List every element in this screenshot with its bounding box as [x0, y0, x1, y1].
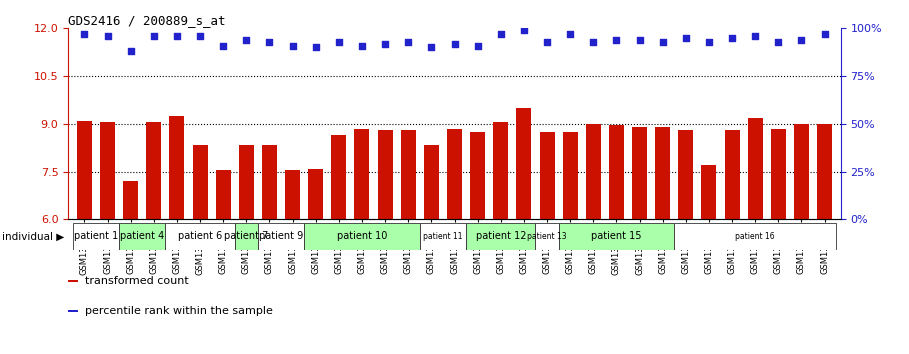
Bar [401, 130, 415, 219]
Point [586, 39, 601, 45]
Text: individual ▶: individual ▶ [2, 231, 64, 241]
Point [193, 33, 207, 39]
FancyBboxPatch shape [674, 223, 836, 250]
FancyBboxPatch shape [559, 223, 674, 250]
Text: patient 1: patient 1 [74, 231, 118, 241]
Bar [123, 181, 138, 219]
Text: patient 16: patient 16 [735, 232, 775, 241]
Point [516, 27, 531, 33]
Point [724, 35, 739, 41]
Point [540, 39, 554, 45]
Point [216, 43, 231, 48]
Text: patient 10: patient 10 [336, 231, 387, 241]
Point [817, 31, 832, 37]
Bar [215, 170, 231, 219]
Bar [748, 118, 763, 219]
FancyBboxPatch shape [305, 223, 420, 250]
Bar [355, 129, 369, 219]
Text: patient 4: patient 4 [120, 231, 165, 241]
Point [494, 31, 508, 37]
Bar [308, 169, 324, 219]
Bar [540, 132, 554, 219]
Bar [794, 124, 809, 219]
Bar [377, 130, 393, 219]
FancyBboxPatch shape [258, 223, 305, 250]
FancyBboxPatch shape [420, 223, 466, 250]
Bar [424, 144, 439, 219]
Bar [609, 126, 624, 219]
Text: patient 12: patient 12 [475, 231, 526, 241]
Text: patient 6: patient 6 [178, 231, 222, 241]
FancyBboxPatch shape [165, 223, 235, 250]
Point [633, 37, 647, 42]
Text: patient 13: patient 13 [527, 232, 567, 241]
Bar [585, 124, 601, 219]
Bar [655, 127, 670, 219]
Point [285, 43, 300, 48]
Point [124, 48, 138, 54]
Bar [146, 122, 161, 219]
Point [771, 39, 785, 45]
Text: transformed count: transformed count [85, 276, 188, 286]
Text: percentile rank within the sample: percentile rank within the sample [85, 306, 273, 316]
Point [678, 35, 693, 41]
Bar [169, 116, 185, 219]
Bar [68, 280, 77, 282]
Bar [724, 130, 740, 219]
Point [401, 39, 415, 45]
Text: patient 9: patient 9 [259, 231, 303, 241]
Point [262, 39, 276, 45]
Bar [100, 122, 115, 219]
FancyBboxPatch shape [235, 223, 258, 250]
Point [308, 45, 323, 50]
Point [748, 33, 763, 39]
Point [332, 39, 346, 45]
Bar [68, 310, 77, 312]
FancyBboxPatch shape [73, 223, 119, 250]
Text: patient 11: patient 11 [424, 232, 463, 241]
Bar [702, 165, 716, 219]
Bar [262, 144, 277, 219]
Bar [817, 124, 832, 219]
Point [655, 39, 670, 45]
Bar [494, 122, 508, 219]
Point [794, 37, 809, 42]
Point [609, 37, 624, 42]
Bar [331, 135, 346, 219]
FancyBboxPatch shape [535, 223, 559, 250]
Text: patient 15: patient 15 [591, 231, 642, 241]
Bar [239, 144, 254, 219]
Point [355, 43, 369, 48]
Point [378, 41, 393, 46]
Bar [632, 127, 647, 219]
Bar [447, 129, 462, 219]
FancyBboxPatch shape [119, 223, 165, 250]
Point [447, 41, 462, 46]
Bar [771, 129, 786, 219]
Text: GDS2416 / 200889_s_at: GDS2416 / 200889_s_at [68, 14, 225, 27]
Bar [470, 132, 485, 219]
Point [100, 33, 115, 39]
Point [563, 31, 577, 37]
Bar [285, 170, 300, 219]
Point [170, 33, 185, 39]
Point [425, 45, 439, 50]
FancyBboxPatch shape [466, 223, 535, 250]
Point [77, 31, 92, 37]
Bar [563, 132, 578, 219]
Point [470, 43, 484, 48]
Point [146, 33, 161, 39]
Bar [193, 144, 207, 219]
Bar [678, 130, 694, 219]
Bar [516, 108, 532, 219]
Point [239, 37, 254, 42]
Text: patient 7: patient 7 [225, 231, 268, 241]
Bar [77, 121, 92, 219]
Point [702, 39, 716, 45]
